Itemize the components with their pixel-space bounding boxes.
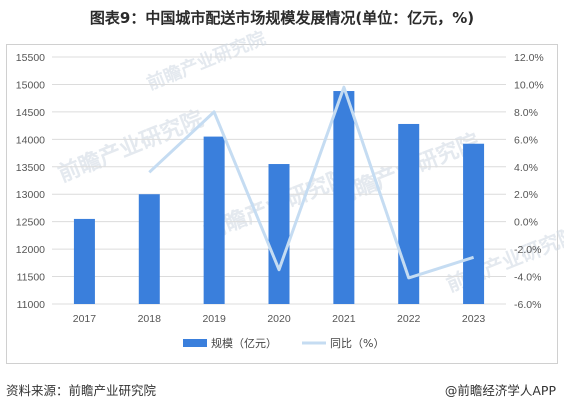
x-tick-label: 2019 [202, 313, 226, 325]
y-right-tick-label: -4.0% [514, 272, 541, 284]
y-left-tick-label: 12000 [16, 244, 45, 256]
y-right-tick-label: 12.0% [514, 52, 544, 64]
y-right-tick-label: 4.0% [514, 162, 538, 174]
y-right-tick-label: 6.0% [514, 134, 538, 146]
legend-label-bar: 规模（亿元） [211, 336, 277, 350]
chart-title: 图表9：中国城市配送市场规模发展情况(单位：亿元，%) [89, 9, 475, 27]
y-right-tick-label: 0.0% [514, 217, 538, 229]
bar-2023 [463, 143, 485, 304]
y-left-tick-label: 15000 [16, 79, 45, 91]
source-note: 资料来源：前瞻产业研究院 [6, 383, 157, 398]
y-left-tick-label: 14500 [16, 107, 45, 119]
y-right-tick-label: -2.0% [514, 244, 541, 256]
bar-2019 [203, 136, 225, 304]
legend-swatch-bar [183, 339, 207, 347]
line-series-yoy [148, 85, 475, 280]
watermark-text: 前瞻产业研究院 [55, 106, 208, 188]
y-right-tick-label: -6.0% [514, 299, 541, 311]
y-right-tick-label: 2.0% [514, 189, 538, 201]
x-tick-label: 2017 [73, 313, 97, 325]
chart-frame [6, 44, 558, 364]
x-tick-label: 2020 [267, 313, 291, 325]
bar-2020 [268, 164, 290, 304]
y-left-tick-label: 15500 [16, 52, 45, 64]
y-left-tick-label: 13000 [16, 189, 45, 201]
bar-2021 [333, 91, 355, 304]
watermark-text: 前瞻产业研究院 [443, 222, 564, 297]
y-left-tick-label: 11500 [17, 272, 46, 284]
y-left-tick-label: 13500 [16, 162, 45, 174]
legend-label-line: 同比（%） [330, 337, 384, 350]
y-left-tick-label: 11000 [17, 299, 46, 311]
y-left-tick-label: 14000 [16, 134, 45, 146]
y-left-tick-label: 12500 [16, 217, 45, 229]
x-tick-label: 2018 [138, 313, 162, 325]
y-right-tick-label: 8.0% [514, 107, 538, 119]
x-tick-label: 2021 [332, 313, 356, 325]
bar-2017 [73, 218, 95, 304]
y-right-tick-label: 10.0% [514, 79, 544, 91]
x-tick-label: 2022 [397, 313, 421, 325]
bar-2018 [138, 194, 160, 304]
x-tick-label: 2023 [462, 313, 486, 325]
brand-credit: @前瞻经济学人APP [444, 383, 556, 398]
